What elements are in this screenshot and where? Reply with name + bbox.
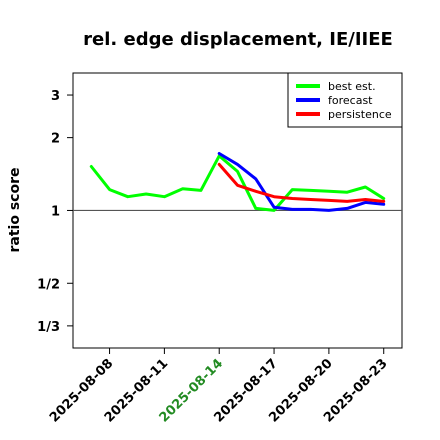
y-tick-label: 1/3 xyxy=(37,320,60,335)
series-line-forecast xyxy=(217,152,386,212)
y-tick-label: 1/2 xyxy=(37,277,60,292)
legend-label: forecast xyxy=(328,94,373,107)
y-axis-label: ratio score xyxy=(7,168,23,253)
chart-title: rel. edge displacement, IE/IIEE xyxy=(83,29,393,50)
series-line-best-est xyxy=(89,154,386,212)
series-line-persistence xyxy=(217,162,386,203)
y-tick-label: 1 xyxy=(51,204,60,219)
legend-label: persistence xyxy=(328,108,392,121)
y-tick-label: 2 xyxy=(51,132,60,147)
y-tick-label: 3 xyxy=(51,89,60,104)
legend-label: best est. xyxy=(328,80,376,93)
